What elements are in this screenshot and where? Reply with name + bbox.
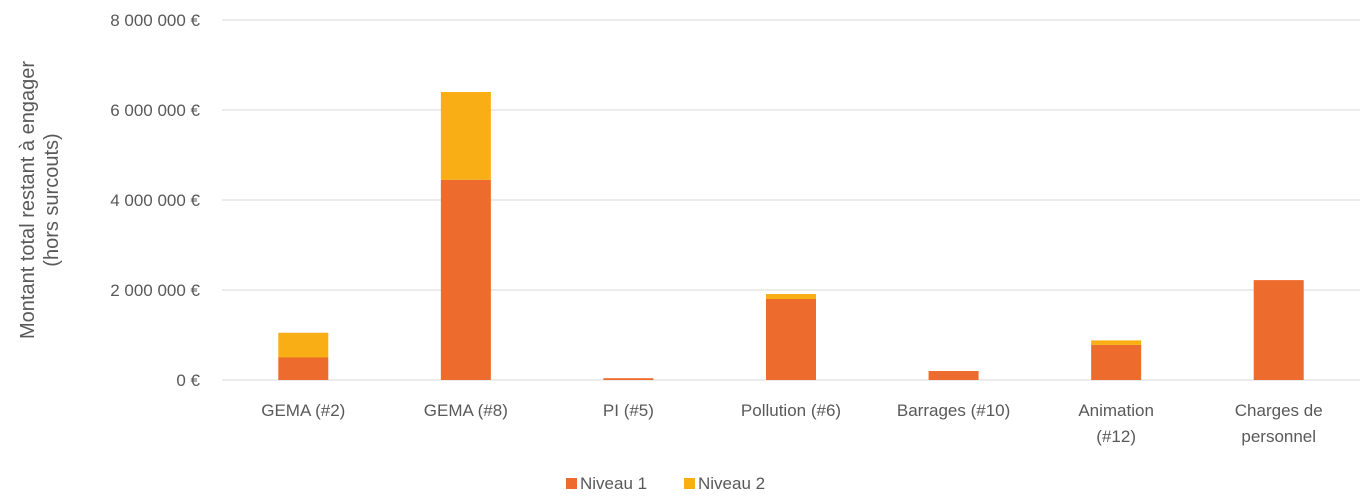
- bar-segment: [766, 294, 816, 299]
- bar-segment: [440, 92, 491, 180]
- y-tick-label: 0 €: [176, 371, 200, 390]
- y-axis-title: Montant total restant à engager (hors sur…: [17, 61, 63, 339]
- x-category-label: Barrages (#10): [897, 401, 1010, 420]
- x-category-label: PI (#5): [603, 401, 654, 420]
- x-category-label: Charges de: [1235, 401, 1323, 420]
- y-tick-label: 2 000 000 €: [110, 281, 200, 300]
- bar-segment: [928, 371, 979, 380]
- legend-label: Niveau 1: [580, 474, 647, 493]
- y-tick-label: 8 000 000 €: [110, 11, 200, 30]
- bar-segment: [1253, 280, 1304, 380]
- x-category-label: (#12): [1096, 427, 1136, 446]
- bars: [278, 92, 1304, 380]
- x-axis-labels: GEMA (#2) GEMA (#8) PI (#5) Pollution (#6) B…: [261, 401, 1322, 446]
- x-category-label: Animation: [1078, 401, 1154, 420]
- legend-swatch: [684, 478, 695, 489]
- bar-segment: [1091, 344, 1142, 380]
- y-axis-ticks: 0 € 2 000 000 € 4 000 000 € 6 000 000 € 8 00…: [110, 11, 200, 390]
- bar-segment: [603, 378, 654, 380]
- x-category-label: GEMA (#8): [424, 401, 508, 420]
- x-category-label: personnel: [1241, 427, 1316, 446]
- y-axis-title-line: (hors surcouts): [41, 133, 63, 266]
- legend: Niveau 1 Niveau 2: [566, 474, 765, 493]
- y-axis-title-line: Montant total restant à engager: [17, 61, 39, 339]
- bar-segment: [766, 299, 816, 380]
- bar-segment: [278, 332, 329, 358]
- bar-segment: [1091, 340, 1142, 345]
- legend-label: Niveau 2: [698, 474, 765, 493]
- bar-segment: [278, 357, 329, 380]
- legend-swatch: [566, 478, 577, 489]
- bar-segment: [440, 179, 491, 380]
- y-tick-label: 6 000 000 €: [110, 101, 200, 120]
- x-category-label: GEMA (#2): [261, 401, 345, 420]
- x-category-label: Pollution (#6): [741, 401, 841, 420]
- y-tick-label: 4 000 000 €: [110, 191, 200, 210]
- gridlines: [222, 19, 1360, 381]
